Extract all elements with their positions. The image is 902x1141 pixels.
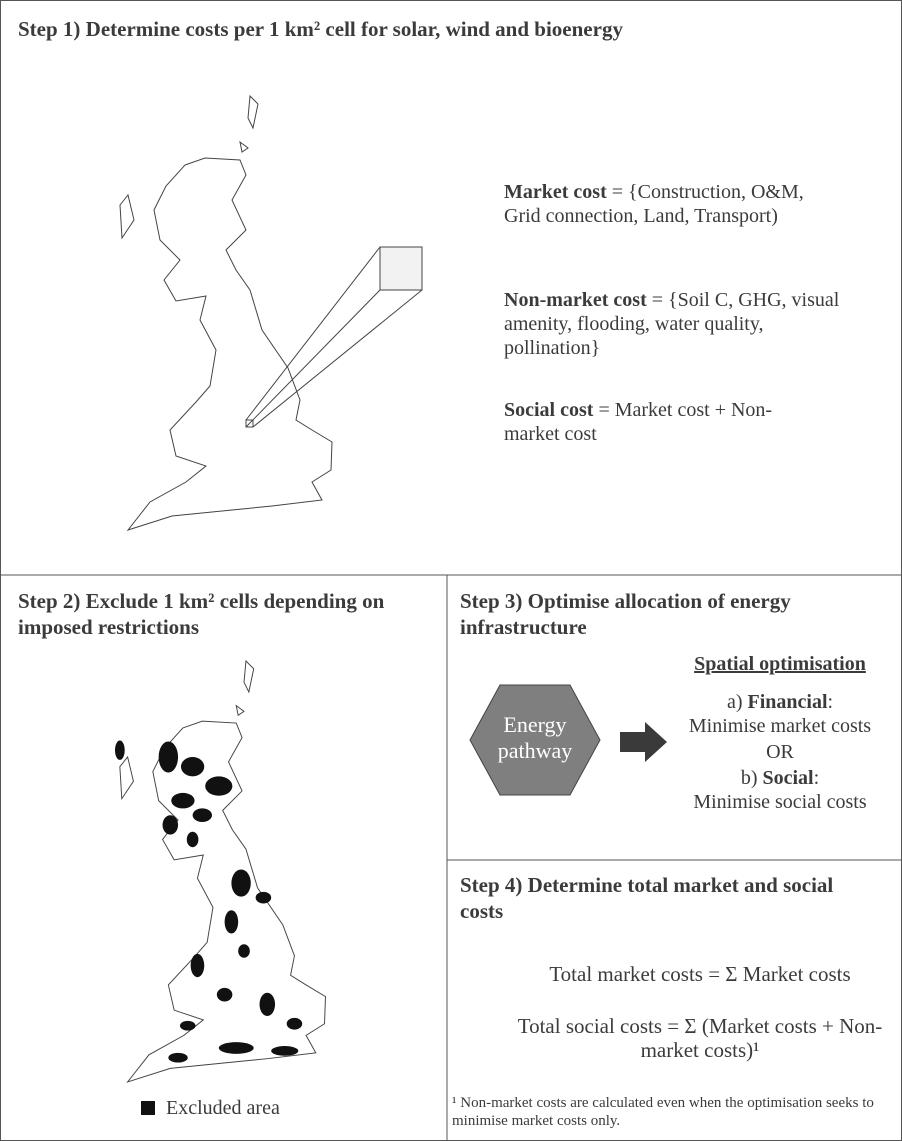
step1-title: Step 1) Determine costs per 1 km² cell f… — [18, 17, 623, 41]
suffix: : — [813, 767, 820, 789]
formula-social: Total social costs = Σ (Market costs + N… — [517, 1014, 883, 1062]
label: Non-market cost — [504, 289, 647, 311]
option-a: a) Financial: Minimise market costs — [670, 690, 890, 738]
cell-projection — [245, 246, 423, 428]
label: Social — [762, 767, 814, 789]
step3-title: Step 3) Optimise allocation of energy in… — [460, 589, 791, 639]
footnote: ¹ Non-market costs are calculated even w… — [452, 1095, 874, 1129]
prefix: a) — [726, 691, 743, 713]
hexagon-label: Energy pathway — [497, 712, 573, 763]
definition: = Market cost + Non-market cost — [504, 399, 773, 445]
description: Minimise market costs — [688, 715, 872, 737]
legend-swatch — [141, 1101, 155, 1115]
label: Social cost — [504, 399, 594, 421]
social-cost: Social cost = Market cost + Non-market c… — [504, 398, 824, 446]
step2-title: Step 2) Exclude 1 km² cells depending on… — [18, 589, 385, 639]
non-market-cost: Non-market cost = {Soil C, GHG, visual a… — [504, 288, 844, 360]
heading: Spatial optimisation — [694, 653, 866, 675]
label: Financial — [747, 691, 828, 713]
hexagon — [469, 684, 601, 796]
prefix: b) — [740, 767, 758, 789]
step4-title: Step 4) Determine total market and socia… — [460, 873, 834, 923]
description: Minimise social costs — [693, 791, 867, 813]
label: Market cost — [504, 181, 607, 203]
arrow — [620, 722, 667, 762]
definition: = {Construction, O&M, Grid connection, L… — [504, 181, 804, 227]
legend-label: Excluded area — [166, 1097, 280, 1119]
formula-market: Total market costs = Σ Market costs — [549, 962, 851, 986]
definition: = {Soil C, GHG, visual amenity, flooding… — [504, 289, 840, 359]
suffix: : — [827, 691, 834, 713]
gb-map-excluded — [115, 660, 326, 1083]
option-b: b) Social: Minimise social costs — [670, 766, 890, 814]
separator: OR — [766, 741, 794, 763]
gb-map — [119, 95, 333, 531]
market-cost: Market cost = {Construction, O&M, Grid c… — [504, 180, 844, 228]
